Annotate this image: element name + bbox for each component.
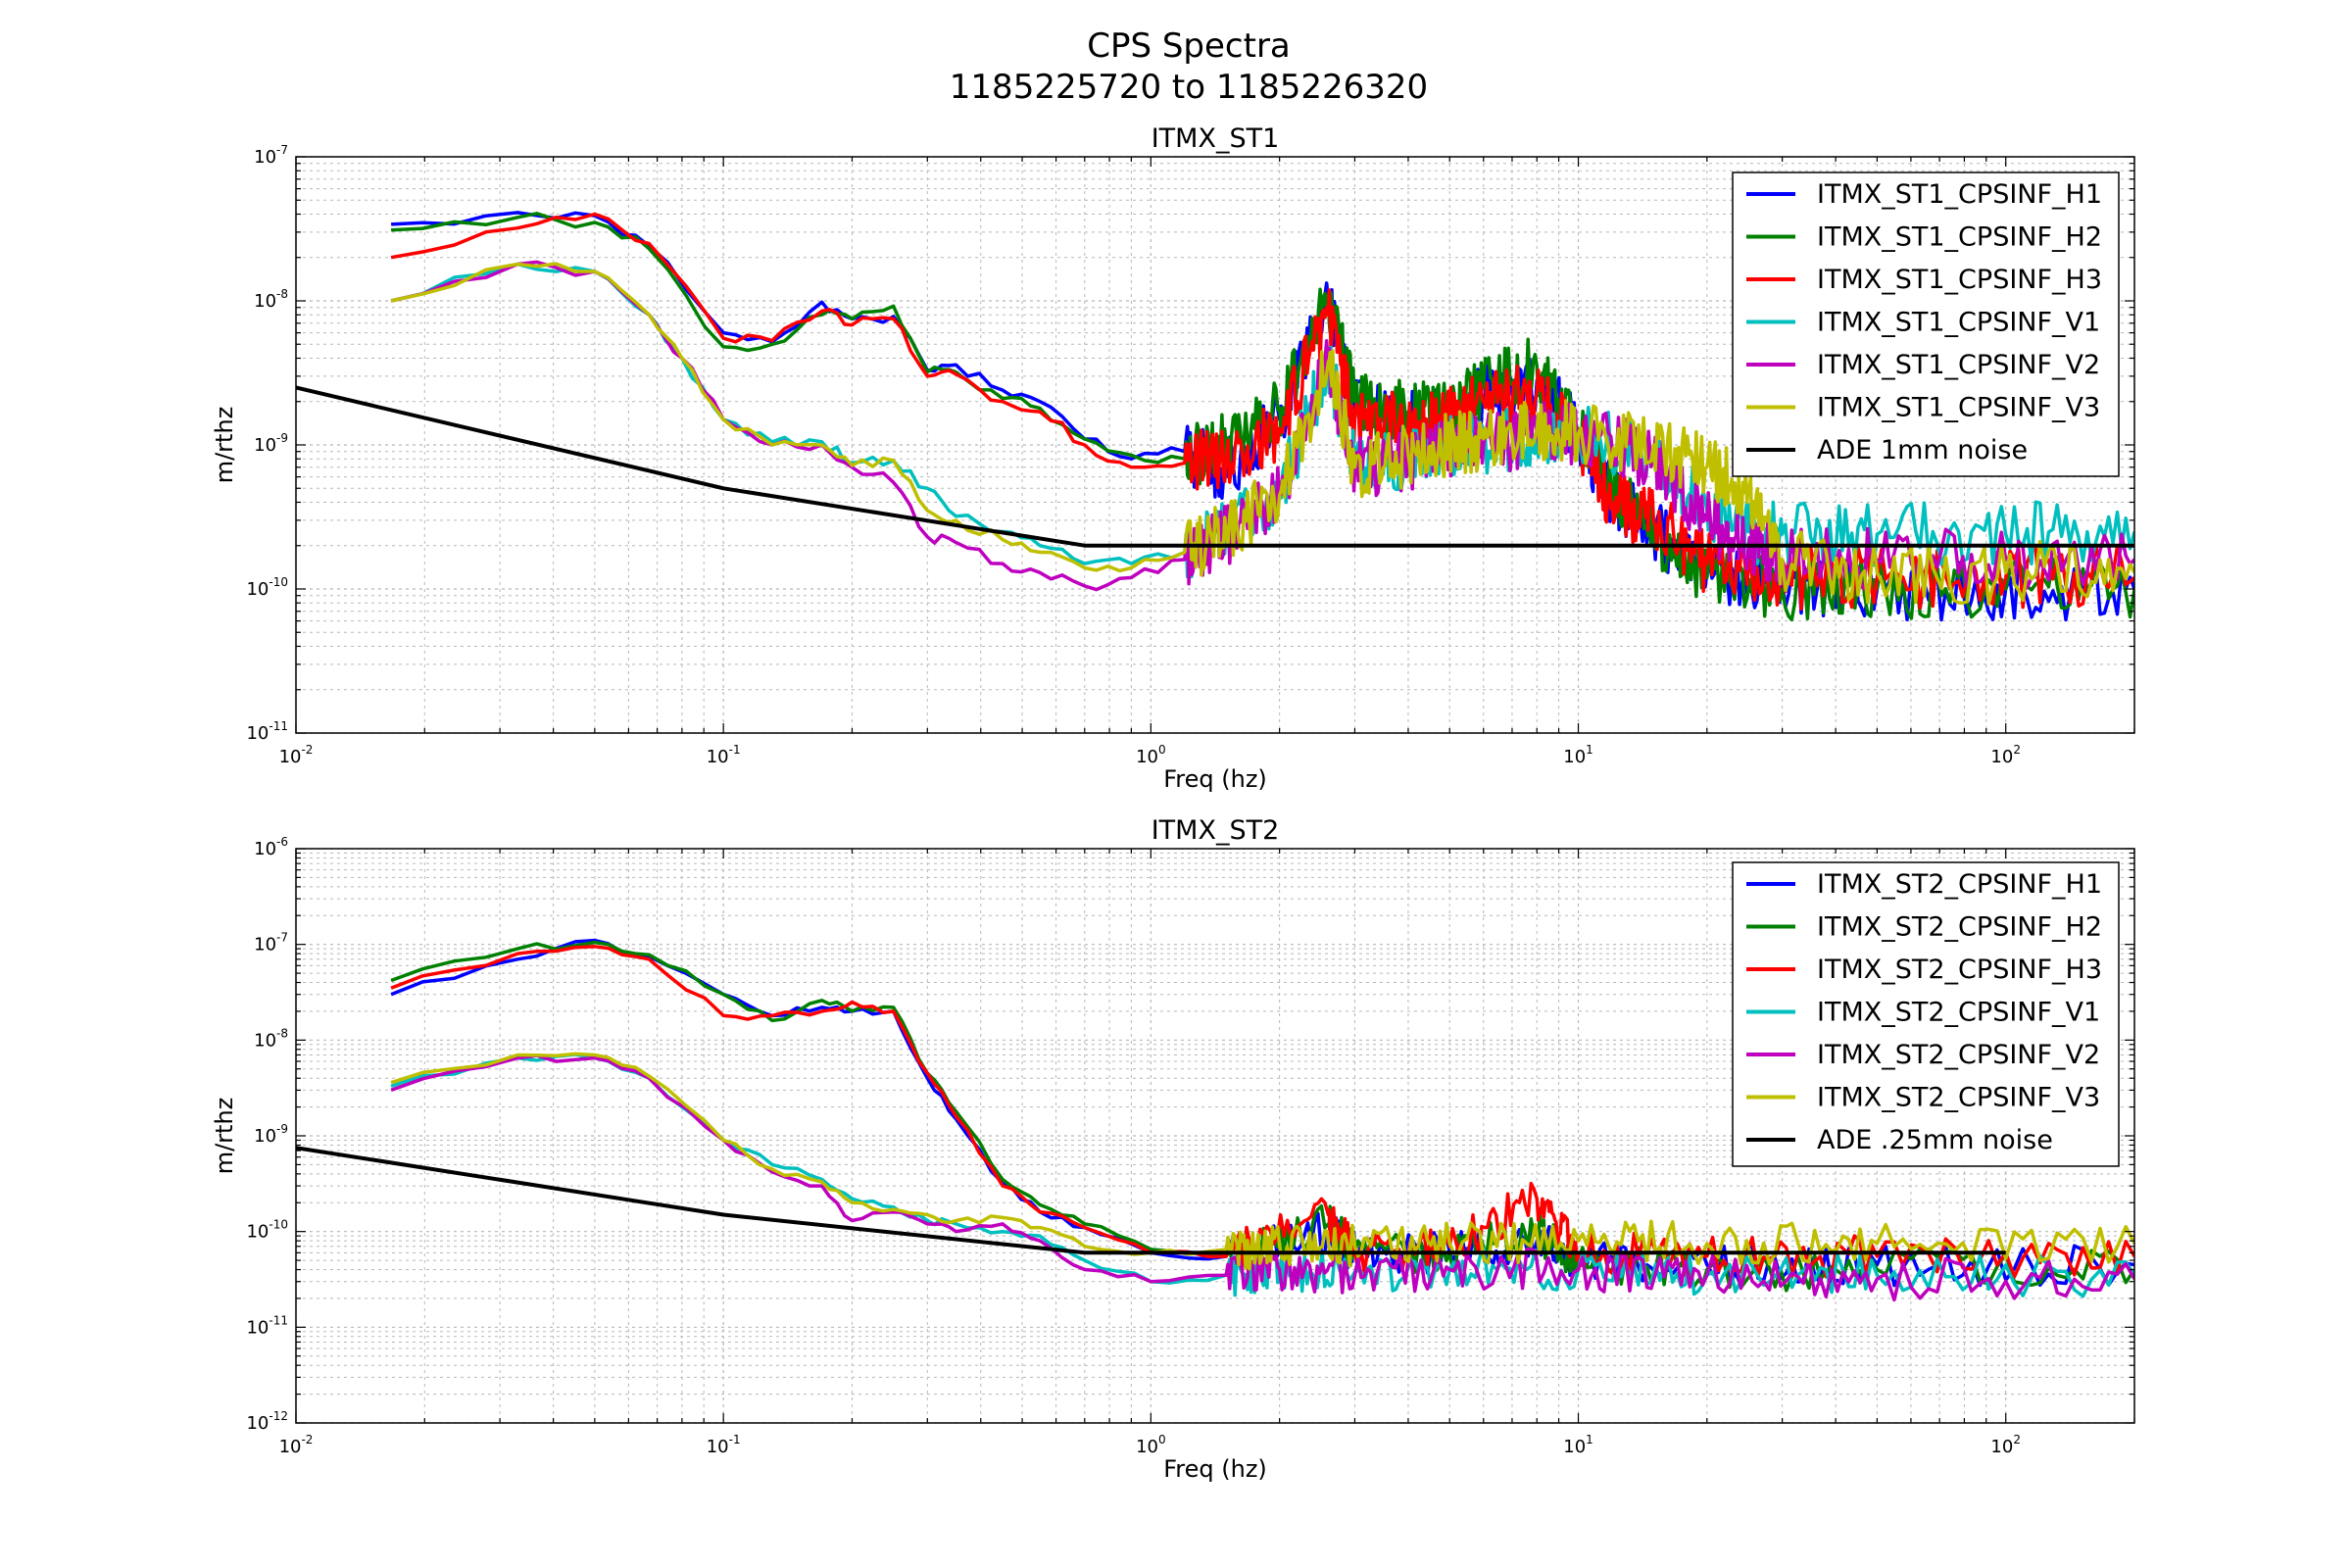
series-lines <box>296 211 2134 622</box>
subplot-1: 10-2 10-1 100 101 102 10-11 10-10 10-9 10-8 10-7 I… <box>211 123 2135 793</box>
ticks <box>295 848 2135 1424</box>
y-tick-label: 10-8 <box>254 287 288 312</box>
x-tick-label: 102 <box>1990 743 2021 767</box>
legend-label: ADE 1mm noise <box>1817 435 2028 466</box>
figure-title: CPS Spectra <box>1087 26 1291 66</box>
y-tick-label: 10-6 <box>254 835 288 859</box>
y-tick-label: 10-12 <box>246 1409 288 1434</box>
y-axis-label: m/rthz <box>211 1098 238 1175</box>
x-tick-label: 10-1 <box>707 743 741 767</box>
y-tick-label: 10-8 <box>254 1026 288 1051</box>
series-line-itmx-st2-cpsinf-v2 <box>390 1054 2134 1302</box>
x-tick-label: 101 <box>1563 1433 1593 1457</box>
y-tick-label: 10-10 <box>246 1218 288 1243</box>
legend-label: ITMX_ST1_CPSINF_H2 <box>1817 222 2102 253</box>
y-tick-label: 10-7 <box>254 143 288 168</box>
y-tick-label: 10-9 <box>254 1122 288 1147</box>
subplot-title: ITMX_ST1 <box>1152 123 1280 154</box>
y-tick-label: 10-11 <box>246 719 288 744</box>
legend-label: ITMX_ST1_CPSINF_V3 <box>1817 393 2100 423</box>
legend-label: ADE .25mm noise <box>1817 1125 2053 1155</box>
legend-label: ITMX_ST2_CPSINF_H3 <box>1817 955 2102 985</box>
legend: ITMX_ST2_CPSINF_H1 ITMX_ST2_CPSINF_H2 ITMX… <box>1732 861 2120 1167</box>
y-tick-label: 10-11 <box>246 1313 288 1338</box>
legend-label: ITMX_ST1_CPSINF_V1 <box>1817 308 2100 338</box>
legend-label: ITMX_ST2_CPSINF_V2 <box>1817 1040 2100 1070</box>
subplot-2: 10-2 10-1 100 101 102 10-12 10-11 10-10 10-9 10-8… <box>211 815 2135 1483</box>
legend-label: ITMX_ST1_CPSINF_V2 <box>1817 350 2100 380</box>
legend-label: ITMX_ST2_CPSINF_V1 <box>1817 998 2100 1028</box>
series-line-itmx-st2-cpsinf-v3 <box>390 1052 2134 1271</box>
x-axis-label: Freq (hz) <box>1163 765 1267 793</box>
legend-label: ITMX_ST2_CPSINF_H2 <box>1817 912 2102 943</box>
legend-label: ITMX_ST1_CPSINF_H1 <box>1817 179 2102 210</box>
series-lines <box>296 938 2134 1302</box>
legend-label: ITMX_ST2_CPSINF_H1 <box>1817 869 2102 900</box>
x-tick-label: 101 <box>1563 743 1593 767</box>
x-tick-label: 100 <box>1136 743 1166 767</box>
figure-subtitle: 1185225720 to 1185226320 <box>950 68 1428 107</box>
x-tick-label: 102 <box>1990 1433 2021 1457</box>
y-tick-label: 10-9 <box>254 431 288 456</box>
y-axis-label: m/rthz <box>211 407 238 484</box>
subplot-title: ITMX_ST2 <box>1152 815 1280 846</box>
x-tick-label: 10-1 <box>707 1433 741 1457</box>
x-tick-label: 10-2 <box>279 1433 314 1457</box>
y-tick-label: 10-7 <box>254 931 288 956</box>
series-line-ade-25mm-noise <box>296 1146 2006 1255</box>
legend: ITMX_ST1_CPSINF_H1 ITMX_ST1_CPSINF_H2 ITMX… <box>1732 172 2120 477</box>
legend-label: ITMX_ST1_CPSINF_H3 <box>1817 265 2102 295</box>
y-tick-label: 10-10 <box>246 575 288 600</box>
x-axis-label: Freq (hz) <box>1163 1455 1267 1483</box>
x-tick-label: 10-2 <box>279 743 314 767</box>
series-line-ade-1mm-noise <box>296 385 2134 548</box>
x-tick-label: 100 <box>1136 1433 1166 1457</box>
ticks <box>295 156 2135 734</box>
legend-label: ITMX_ST2_CPSINF_V3 <box>1817 1083 2100 1113</box>
